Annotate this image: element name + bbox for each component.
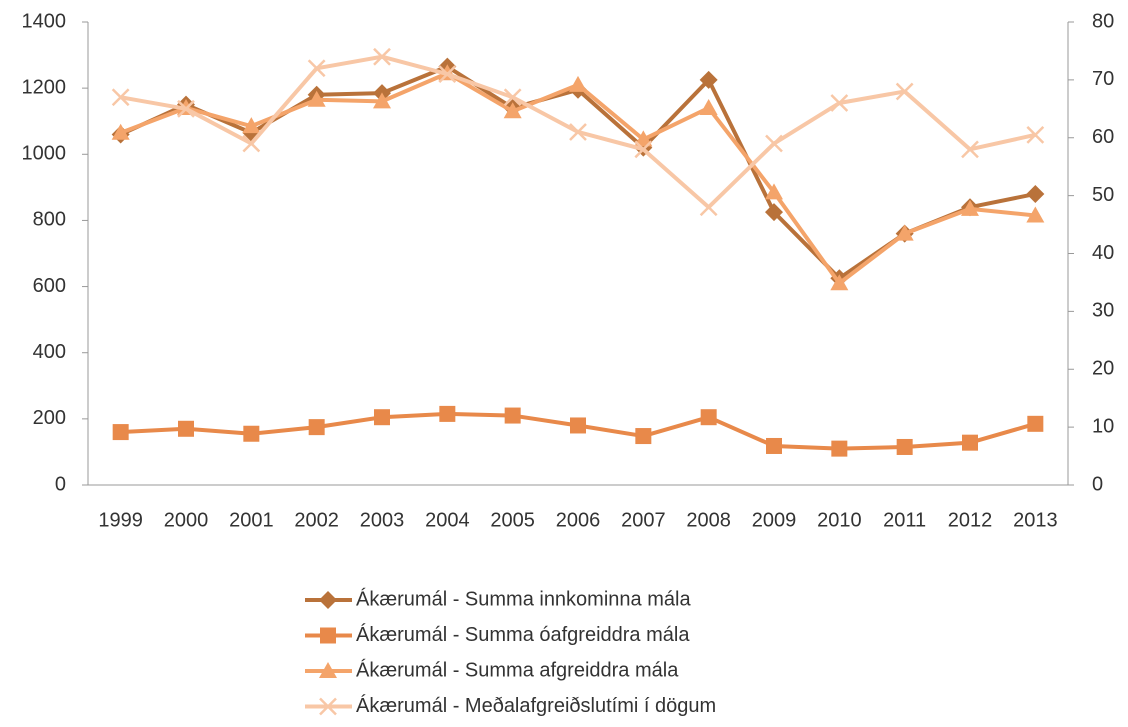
marker (895, 82, 914, 101)
marker (699, 198, 718, 217)
marker (766, 437, 782, 454)
y-tick-label: 1200 (22, 76, 67, 98)
y-tick-label: 800 (33, 209, 66, 231)
y-tick-label: 1000 (22, 143, 67, 165)
marker (569, 75, 587, 92)
marker (319, 591, 337, 609)
legend-label: Ákærumál - Summa óafgreiddra mála (356, 623, 690, 646)
y2-tick-label: 60 (1092, 126, 1114, 148)
marker (243, 425, 260, 442)
marker (308, 419, 325, 436)
marker (373, 47, 391, 66)
y2-tick-label: 0 (1092, 473, 1103, 495)
marker (503, 102, 522, 119)
y2-tick-label: 40 (1092, 242, 1114, 264)
marker (320, 627, 336, 644)
marker (111, 123, 130, 140)
marker (1026, 184, 1045, 203)
marker (373, 92, 391, 109)
marker (111, 88, 130, 107)
y2-tick-label: 30 (1092, 300, 1114, 322)
marker (242, 117, 261, 134)
marker (765, 203, 783, 222)
legend-label: Ákærumál - Meðalafgreiðslutími í dögum (356, 694, 716, 717)
y-tick-label: 0 (55, 473, 66, 495)
x-tick-label: 2006 (556, 509, 601, 531)
x-tick-label: 2005 (490, 509, 535, 531)
marker (374, 409, 390, 426)
x-tick-label: 2001 (229, 509, 274, 531)
marker (570, 417, 586, 434)
marker (699, 70, 718, 89)
marker (319, 697, 337, 716)
marker (635, 428, 652, 445)
y2-tick-label: 70 (1092, 68, 1114, 90)
marker (700, 409, 717, 426)
marker (439, 405, 456, 422)
marker (112, 424, 129, 441)
marker (962, 434, 978, 451)
marker (438, 65, 457, 83)
x-tick-label: 2004 (425, 509, 470, 531)
marker (307, 90, 326, 107)
x-tick-label: 2012 (948, 509, 993, 531)
y2-tick-label: 20 (1092, 358, 1114, 380)
marker (569, 123, 587, 141)
x-tick-label: 2000 (164, 509, 209, 531)
marker (1026, 206, 1045, 223)
marker (504, 407, 521, 424)
marker (831, 440, 848, 457)
marker (242, 134, 261, 153)
x-tick-label: 2010 (817, 509, 862, 531)
marker (503, 88, 522, 107)
marker (765, 183, 783, 200)
legend-label: Ákærumál - Summa innkominna mála (356, 587, 691, 610)
y2-tick-label: 50 (1092, 184, 1114, 206)
marker (178, 420, 194, 437)
y-tick-label: 200 (33, 407, 66, 429)
legend-label: Ákærumál - Summa afgreiddra mála (356, 658, 679, 681)
x-tick-label: 2009 (752, 509, 797, 531)
marker (1026, 125, 1045, 144)
marker (319, 662, 337, 678)
marker (1027, 415, 1044, 432)
marker (830, 94, 849, 112)
marker (895, 224, 914, 241)
x-tick-label: 2002 (294, 509, 339, 531)
marker (961, 199, 979, 216)
y-tick-label: 600 (33, 275, 66, 297)
y-tick-label: 1400 (22, 10, 67, 32)
x-tick-label: 2011 (883, 509, 926, 531)
x-tick-label: 2013 (1013, 509, 1058, 531)
y-tick-label: 400 (33, 341, 66, 363)
marker (307, 59, 326, 78)
marker (634, 140, 653, 159)
marker (896, 438, 913, 455)
marker (177, 99, 195, 118)
series-line (119, 71, 1036, 286)
marker (699, 98, 718, 115)
x-tick-label: 2003 (360, 509, 405, 531)
x-tick-label: 2007 (621, 509, 666, 531)
x-tick-label: 1999 (98, 509, 143, 531)
y2-tick-label: 80 (1092, 10, 1114, 32)
marker (765, 134, 783, 153)
y2-tick-label: 10 (1092, 415, 1114, 437)
x-tick-label: 2008 (686, 509, 731, 531)
marker (961, 140, 979, 159)
marker (634, 130, 653, 147)
marker (830, 274, 849, 291)
